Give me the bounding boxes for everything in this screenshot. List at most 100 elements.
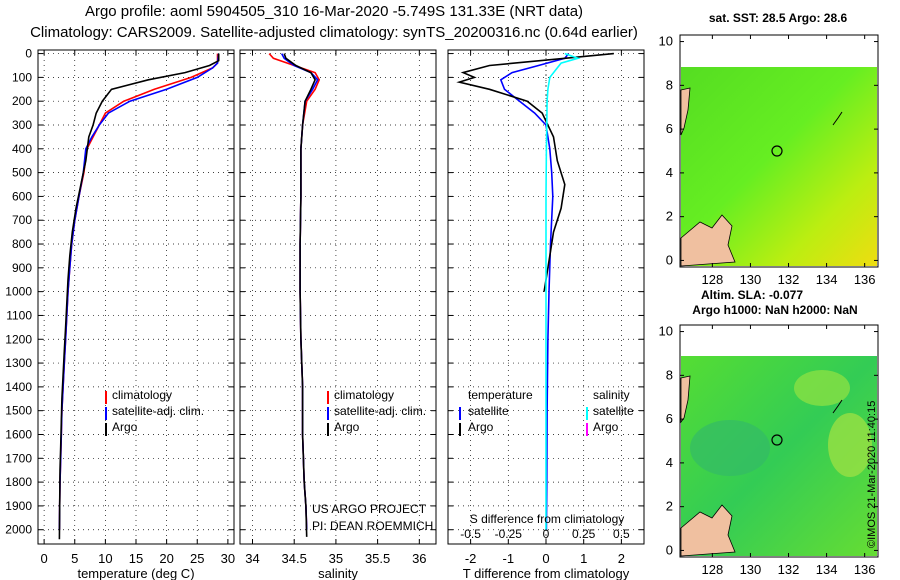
depth-tick-label: 1600 (5, 427, 32, 441)
temperature-panel: 0 5 10 15 20 25 30 0 100 200 300 400 500 600 700 800 90… (5, 47, 235, 580)
legend-temperature-title: temperature (468, 388, 533, 402)
depth-tick-label: 800 (12, 237, 32, 251)
map-y-tick-label: 0 (666, 542, 673, 557)
land-mass (680, 214, 736, 267)
legend-tsat-label: satellite (468, 404, 509, 418)
land-mass (680, 87, 691, 136)
depth-tick-label: 2000 (5, 523, 32, 537)
x2-tick-label: -0.25 (495, 527, 523, 541)
salinity-xlabel: salinity (318, 566, 358, 580)
legend-targo-label: Argo (468, 420, 494, 434)
map-x-tick-label: 134 (816, 272, 838, 287)
legend-salinity-title: salinity (593, 388, 630, 402)
pi-annotation: PI: DEAN ROEMMICH (312, 519, 433, 533)
x-tick-label: 34 (245, 551, 259, 566)
map-y-tick-label: 10 (659, 324, 673, 339)
title-line-2: Climatology: CARS2009. Satellite-adjuste… (30, 24, 638, 41)
x-tick-label: 25 (190, 551, 204, 566)
map-y-tick-label: 6 (666, 121, 673, 136)
x-tick-label: -2 (465, 551, 477, 566)
map-x-tick-label: 132 (778, 562, 800, 577)
difference-x2label: S difference from climatology (470, 512, 625, 526)
legend-sargo-label: Argo (593, 420, 619, 434)
temperature-axes (37, 49, 235, 545)
sla-title-1: Altim. SLA: -0.077 (701, 288, 803, 302)
map-y-tick-label: 0 (666, 252, 673, 267)
x-tick-label: 0 (542, 551, 549, 566)
x-tick-label: 30 (221, 551, 235, 566)
x2-tick-label: 0.25 (572, 527, 596, 541)
sla-anomaly (828, 413, 872, 477)
sst-map-title: sat. SST: 28.5 Argo: 28.6 (709, 11, 848, 25)
depth-tick-label: 700 (12, 213, 32, 227)
map-y-tick-label: 8 (666, 77, 673, 92)
island (832, 111, 843, 126)
series-line-salinity-satellite (545, 52, 581, 530)
x2-tick-label: 0 (543, 527, 550, 541)
map-y-tick-label: 8 (666, 367, 673, 382)
x-tick-label: 0 (41, 551, 48, 566)
salinity-panel: 34 34.5 35 35.5 36 salinity climatology sate… (239, 49, 437, 580)
x-tick-label: 20 (159, 551, 173, 566)
argo-position-marker (771, 145, 783, 157)
x-tick-label: 36 (412, 551, 426, 566)
depth-tick-label: 1500 (5, 404, 32, 418)
depth-tick-label: 1100 (6, 308, 32, 322)
depth-tick-label: 600 (12, 189, 32, 203)
x-tick-label: 1 (580, 551, 587, 566)
land-mass (680, 504, 736, 557)
x-tick-label: 2 (618, 551, 625, 566)
map-x-tick-label: 128 (702, 562, 724, 577)
map-y-tick-label: 10 (659, 34, 673, 49)
salinity-legend: climatology satellite-adj. clim. Argo (327, 388, 426, 436)
x2-tick-label: 0.5 (613, 527, 630, 541)
x-tick-label: 5 (71, 551, 78, 566)
project-annotation: US ARGO PROJECT (312, 502, 427, 516)
temperature-legend: climatology satellite-adj. clim. Argo (105, 388, 204, 436)
depth-tick-label: 900 (12, 261, 32, 275)
sst-map: sat. SST: 28.5 Argo: 28.6 128 130 132 134 13… (659, 11, 879, 317)
depth-tick-label: 0 (25, 47, 32, 61)
sla-title-2: Argo h1000: NaN h2000: NaN (692, 303, 857, 317)
map-x-tick-label: 134 (816, 562, 838, 577)
depth-tick-label: 200 (12, 94, 32, 108)
x-tick-label: 10 (98, 551, 112, 566)
map-x-tick-label: 136 (854, 562, 876, 577)
x2-tick-label: -0.5 (460, 527, 481, 541)
depth-tick-label: 400 (12, 142, 32, 156)
title-line-1: Argo profile: aoml 5904505_310 16-Mar-20… (84, 3, 584, 20)
map-y-tick-label: 2 (666, 209, 673, 224)
depth-tick-label: 1300 (5, 356, 32, 370)
series-line-argo (58, 53, 220, 540)
sla-anomaly (794, 370, 850, 406)
depth-tick-label: 1700 (5, 451, 32, 465)
depth-tick-label: 100 (12, 70, 32, 84)
difference-panel: -2 -1 0 1 2 T difference from climatology S … (447, 49, 645, 580)
legend-clim-label: climatology (334, 388, 394, 402)
depth-tick-label: 1400 (5, 380, 32, 394)
legend-argo-label: Argo (112, 420, 138, 434)
island (832, 399, 843, 414)
map-x-tick-label: 136 (854, 272, 876, 287)
map-y-tick-label: 4 (666, 455, 673, 470)
depth-tick-label: 1000 (5, 285, 32, 299)
legend-argo-label: Argo (334, 420, 360, 434)
depth-tick-label: 1200 (5, 332, 32, 346)
x-tick-label: 34.5 (282, 551, 307, 566)
difference-legend: temperature satellite Argo salinity sate… (459, 388, 634, 436)
map-y-tick-label: 6 (666, 411, 673, 426)
map-x-tick-label: 130 (740, 272, 762, 287)
x-tick-label: 35.5 (365, 551, 390, 566)
argo-position-marker (771, 434, 783, 446)
depth-tick-label: 500 (12, 166, 32, 180)
map-y-tick-label: 2 (666, 499, 673, 514)
map-x-tick-label: 128 (702, 272, 724, 287)
map-y-tick-label: 4 (666, 165, 673, 180)
series-line-temperature-argo (456, 52, 614, 292)
sla-map: 128 130 132 134 136 0 2 4 6 8 10 (659, 324, 879, 577)
sla-anomaly (690, 420, 770, 476)
map-x-tick-label: 130 (740, 562, 762, 577)
series-line-temperature-satellite (499, 53, 570, 530)
map-x-tick-label: 132 (778, 272, 800, 287)
